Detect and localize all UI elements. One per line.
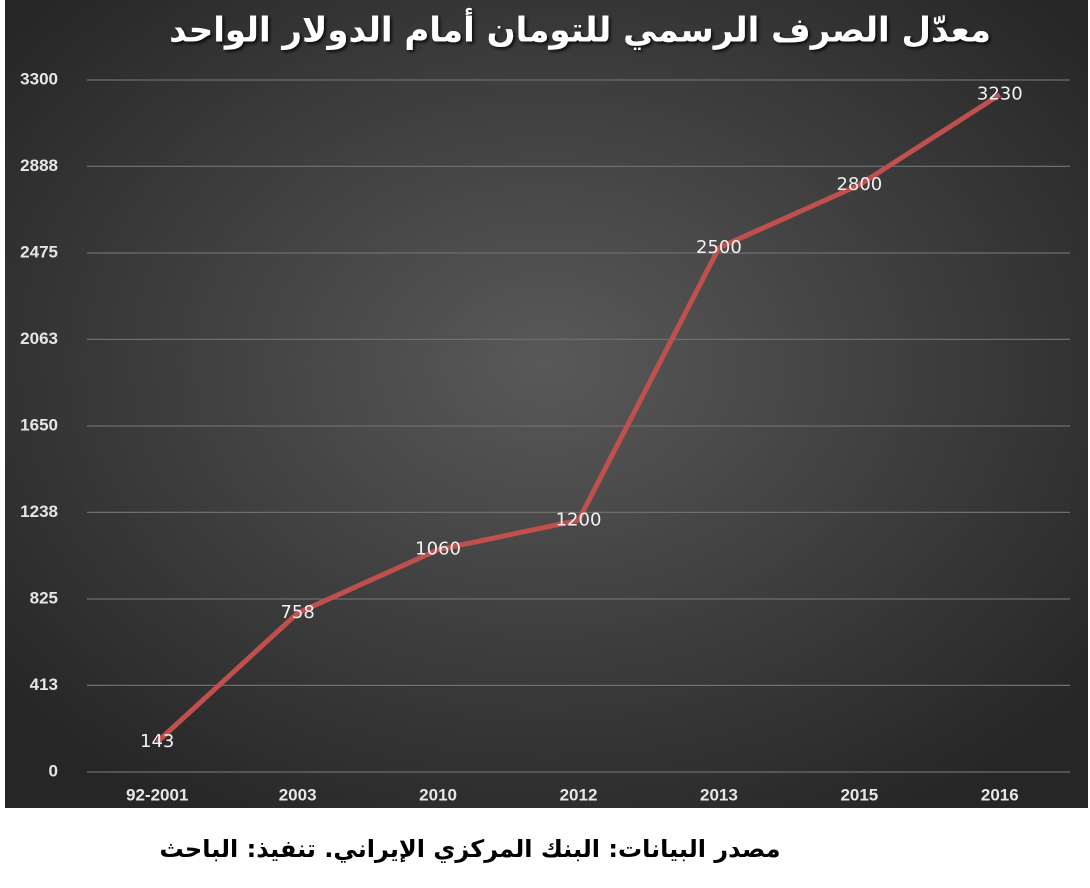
y-tick-label: 2888 [20, 156, 58, 175]
y-tick-label: 2063 [20, 329, 58, 348]
x-tick-label: 2003 [279, 785, 317, 804]
data-label: 3230 [977, 84, 1023, 105]
data-label: 758 [280, 602, 314, 623]
x-tick-label: 2015 [840, 785, 878, 804]
data-line [155, 92, 1002, 744]
x-tick-label: 2016 [981, 785, 1019, 804]
y-tick-label: 0 [49, 761, 58, 780]
y-tick-label: 3300 [20, 69, 58, 88]
y-tick-label: 825 [30, 588, 58, 607]
data-label: 143 [140, 731, 174, 752]
x-tick-label: 92-2001 [126, 785, 188, 804]
y-tick-label: 1650 [20, 415, 58, 434]
x-tick-label: 2010 [419, 785, 457, 804]
source-note: مصدر البيانات: البنك المركزي الإيراني. ت… [160, 835, 781, 863]
y-tick-label: 2475 [20, 242, 58, 261]
chart-title: معدّل الصرف الرسمي للتومان أمام الدولار … [169, 8, 991, 51]
x-tick-label: 2013 [700, 785, 738, 804]
x-tick-label: 2012 [560, 785, 598, 804]
y-tick-label: 413 [30, 675, 58, 694]
y-tick-label: 1238 [20, 502, 58, 521]
data-label: 2500 [696, 237, 742, 258]
chart-background [5, 0, 1088, 808]
data-label: 1200 [556, 509, 602, 530]
data-label: 1060 [415, 539, 461, 560]
data-label: 2800 [836, 174, 882, 195]
